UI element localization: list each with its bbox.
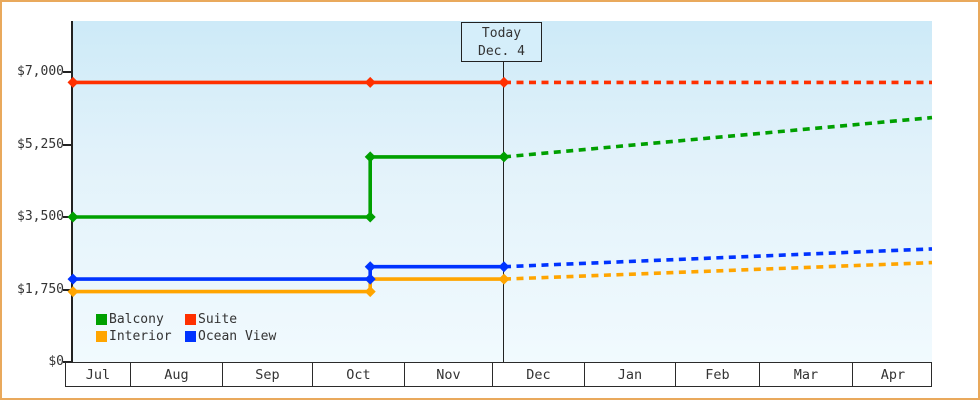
legend-item-suite: Suite — [185, 311, 276, 327]
month-cell-sep: Sep — [223, 363, 313, 386]
legend-label: Ocean View — [198, 328, 277, 344]
y-axis-line — [71, 21, 73, 363]
legend-label: Suite — [198, 311, 238, 327]
y-tick-label: $5,250 — [17, 136, 64, 152]
month-cell-apr: Apr — [880, 366, 906, 383]
legend-label: Interior — [109, 328, 172, 344]
month-cell-mar: Mar — [760, 363, 853, 386]
month-axis: Jul Aug Sep Oct Nov Dec Jan Feb Mar Apr — [65, 362, 932, 387]
today-vertical-line — [503, 61, 504, 362]
y-tick-label: $3,500 — [17, 209, 64, 224]
legend-item-balcony: Balcony — [96, 311, 185, 327]
today-date: Dec. 4 — [478, 44, 525, 59]
today-label: Today — [481, 26, 522, 41]
month-cell-aug: Aug — [131, 363, 223, 386]
legend-swatch-ocean-view — [185, 330, 196, 342]
legend-item-interior: Interior — [96, 328, 185, 344]
legend: Balcony Suite Interior Ocean View — [96, 311, 277, 344]
y-tick-mark — [63, 216, 72, 218]
month-cell-feb: Feb — [676, 363, 760, 386]
month-cell-jan: Jan — [585, 363, 676, 386]
y-tick-label: $0 — [48, 354, 64, 369]
legend-swatch-interior — [96, 330, 107, 342]
legend-swatch-balcony — [96, 313, 107, 325]
y-tick-mark — [63, 143, 72, 146]
y-tick-mark — [63, 288, 72, 291]
month-cell-dec: Dec — [493, 363, 585, 386]
today-marker-box: Today Dec. 4 — [461, 22, 542, 62]
month-cell-nov: Nov — [405, 363, 493, 386]
legend-label: Balcony — [109, 311, 164, 327]
y-tick-label: $7,000 — [17, 64, 64, 79]
y-tick-label: $1,750 — [17, 281, 64, 297]
legend-swatch-suite — [185, 313, 196, 325]
month-cell-jul: Jul — [66, 363, 131, 386]
legend-item-ocean-view: Ocean View — [185, 328, 277, 344]
y-tick-mark — [63, 71, 72, 73]
month-cell-oct: Oct — [313, 363, 405, 386]
